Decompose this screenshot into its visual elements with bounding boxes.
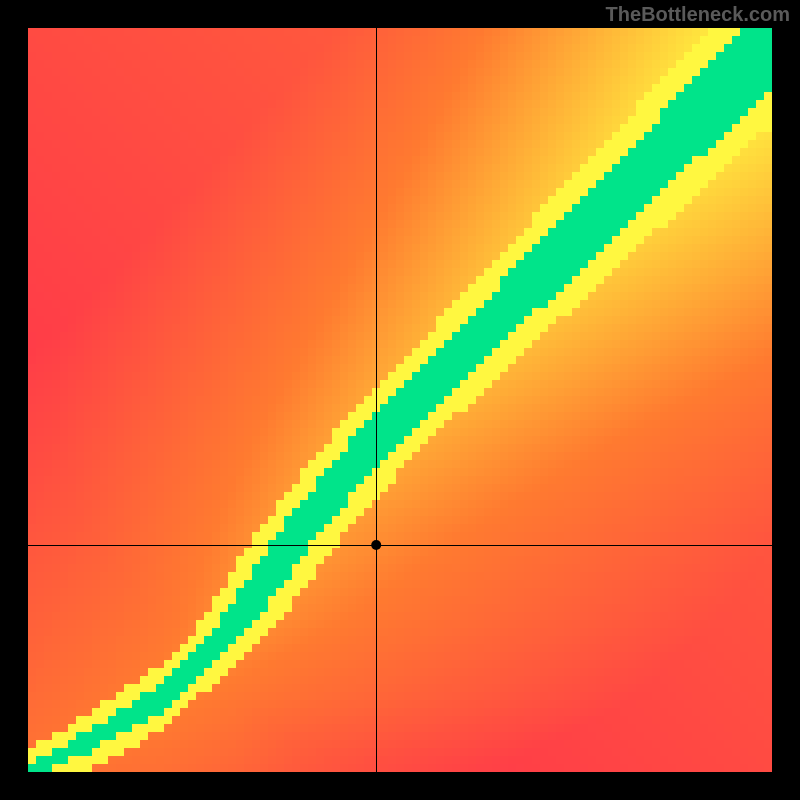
bottleneck-heatmap-canvas	[0, 0, 800, 800]
attribution-text: TheBottleneck.com	[606, 4, 790, 27]
chart-container: TheBottleneck.com	[0, 0, 800, 800]
